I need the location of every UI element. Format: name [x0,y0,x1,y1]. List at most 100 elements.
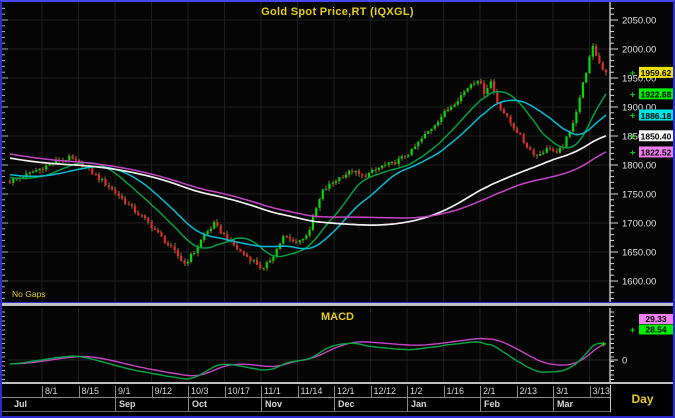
ma-slow-line [9,135,607,226]
price-chart-canvas[interactable]: 2050.002000.001950.001900.001850.001800.… [2,2,673,302]
candle-up [203,234,206,240]
panel-separator[interactable] [2,302,673,308]
candle-up [446,109,449,111]
panel-separator-2[interactable] [2,382,673,385]
date-tick-mark [480,386,481,397]
price-axis-label: 1700.00 [622,219,656,230]
ma-medium-badge [639,109,673,121]
candle-up [196,246,199,253]
candle-down [143,215,147,218]
candle-up [68,155,71,161]
candle-up [265,262,268,268]
month-label: Jan [411,399,427,409]
candle-up [572,123,575,132]
candle-up [199,239,203,247]
candle-up [308,229,311,236]
candle-up [31,171,35,173]
macd-line [9,341,607,380]
month-divider [407,398,408,411]
candle-up [413,146,417,149]
candle-down [91,168,94,175]
candle-down [351,170,354,173]
date-tick-mark [407,386,408,397]
candle-down [236,245,239,250]
macd-line-badge [639,324,673,335]
candle-up [334,181,338,183]
date-tick-mark [115,386,116,397]
candle-down [130,204,133,207]
candle-up [101,179,104,180]
candle-up [354,170,357,173]
time-axis[interactable]: 8/1 8/15 9/1 9/12 10/3 10/17 11/1 11/14 12/1 12/1… [2,385,673,416]
month-labels-row[interactable]: Jul Sep Oct Nov Dec Jan Feb Mar [2,398,610,412]
month-label: Dec [338,399,355,409]
candle-down [183,260,186,264]
date-tick-mark [224,386,226,397]
candle-down [120,196,124,199]
date-tick-mark [553,386,554,397]
macd-signal-badge [639,314,673,324]
month-label: Oct [192,399,208,409]
candle-up [476,81,479,84]
candle-down [288,237,291,240]
price-chart-panel[interactable]: 2050.002000.001950.001900.001850.001800.… [2,2,673,302]
date-tick-mark [370,386,372,397]
candle-up [25,173,28,178]
badge-marker-icon: + [630,147,635,157]
price-gridlines [8,2,610,302]
date-tick-label: 12/1 [337,386,355,396]
macd-canvas[interactable]: 0 +29.33 + 28.54 [2,308,673,382]
candle-up [581,82,585,98]
candle-down [226,234,229,241]
candle-up [35,170,38,172]
macd-panel[interactable]: 0 +29.33 +28.54 MACD [2,308,673,382]
candle-up [252,260,255,262]
candle-down [535,154,538,156]
candle-bodies[interactable] [8,45,608,269]
candle-down [127,203,130,205]
candle-down [529,147,532,150]
candle-up [545,148,548,153]
candle-down [114,189,117,194]
candle-down [140,215,143,217]
candle-down [134,206,137,213]
candle-up [262,267,265,269]
candle-down [509,116,512,124]
candle-up [344,174,347,178]
candle-down [176,250,179,256]
candle-up [318,199,321,208]
candle-down [222,233,226,235]
candle-up [440,116,443,122]
candle-up [423,134,426,139]
candle-down [601,63,604,70]
date-tick-label: 2/1 [483,386,496,396]
candle-up [578,97,581,112]
interval-label[interactable]: Day [610,385,673,412]
candle-down [249,256,252,262]
date-tick-label: 10/17 [227,386,251,396]
candle-down [341,177,344,179]
candle-down [555,150,558,153]
candle-up [473,83,476,85]
candle-up [55,159,58,164]
candle-up [338,177,341,182]
candle-up [486,88,489,94]
no-gaps-label: No Gaps [12,289,46,299]
price-axis-label: 1650.00 [622,248,656,259]
candle-up [38,168,41,171]
candle-up [469,84,473,89]
candle-up [466,88,469,92]
candle-down [364,175,367,178]
candle-down [522,134,525,143]
candle-down [41,168,44,170]
candle-up [585,72,588,83]
candle-up [213,222,216,229]
date-ticks-row[interactable]: 8/1 8/15 9/1 9/12 10/3 10/17 11/1 11/14 12/1 12/1… [2,385,610,398]
candle-up [565,136,568,147]
date-tick-label: 3/13 [592,386,611,396]
date-tick-label: 1/16 [446,386,465,396]
candle-down [512,123,515,129]
candle-up [390,161,394,163]
candle-up [381,165,384,168]
macd-axis[interactable]: 0 [609,308,627,382]
